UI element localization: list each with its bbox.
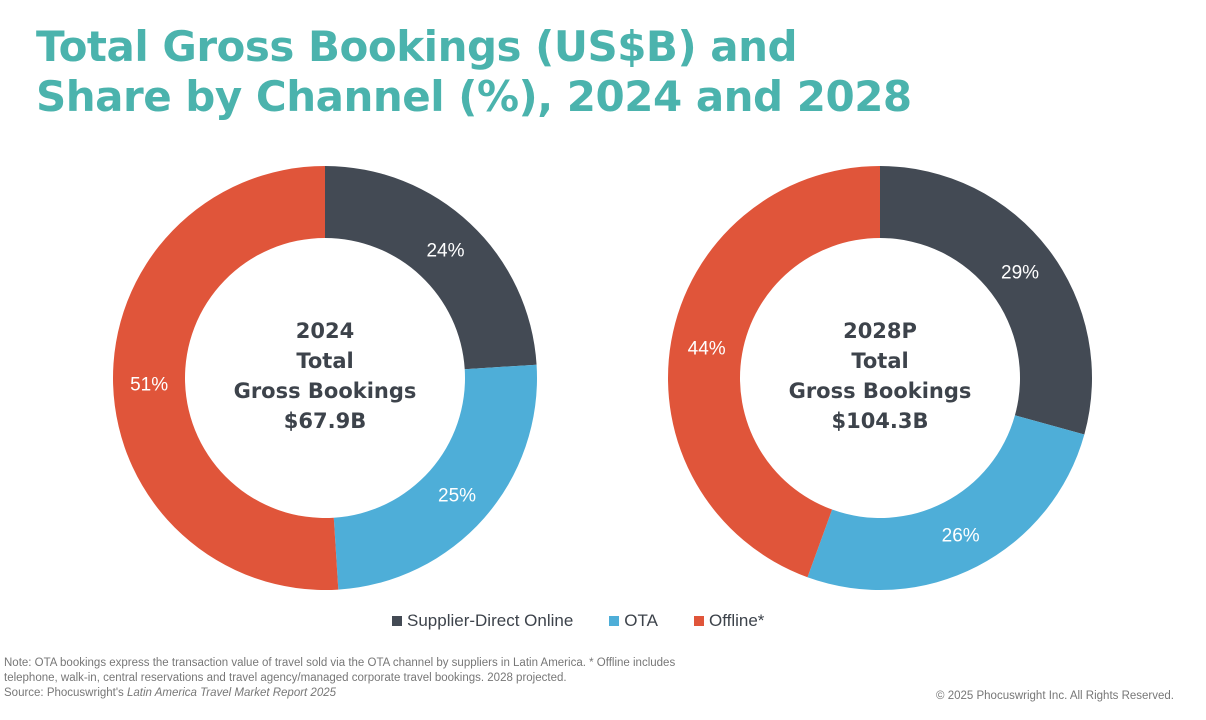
legend-swatch	[392, 616, 402, 626]
legend: Supplier-Direct Online OTA Offline*	[392, 611, 764, 631]
note-line-1: Note: OTA bookings express the transacti…	[4, 657, 676, 669]
donut-center-label: Gross Bookings	[789, 379, 972, 403]
donut-slice-offline	[667, 165, 880, 578]
donut-center-label: $67.9B	[284, 409, 366, 433]
source-line: Source: Phocuswright's Latin America Tra…	[4, 686, 864, 701]
chart-title: Total Gross Bookings (US$B) and Share by…	[36, 22, 912, 122]
donut-slice-ota	[807, 415, 1085, 590]
copyright: © 2025 Phocuswright Inc. All Rights Rese…	[936, 690, 1174, 702]
note-line-2: telephone, walk-in, central reservations…	[4, 672, 567, 684]
legend-label: Offline*	[708, 611, 765, 630]
slice-data-label: 29%	[1001, 262, 1039, 283]
donut-slice-offline	[113, 166, 339, 590]
slice-data-label: 24%	[426, 241, 464, 262]
donut-slice-supplier-direct-online	[880, 166, 1092, 435]
slice-data-label: 51%	[130, 375, 168, 396]
source-title: Latin America Travel Market Report 2025	[127, 687, 337, 699]
legend-item-ota: OTA	[609, 611, 658, 631]
footnote: Note: OTA bookings express the transacti…	[4, 656, 864, 701]
donut-center-label: Gross Bookings	[234, 379, 417, 403]
legend-swatch	[693, 616, 704, 626]
donut-center-label: Total	[296, 349, 353, 373]
legend-item-supplier-direct: Supplier-Direct Online	[392, 611, 573, 631]
legend-label: OTA	[624, 611, 658, 630]
title-line-1: Total Gross Bookings (US$B) and	[36, 22, 798, 71]
source-prefix: Source: Phocuswright's	[4, 687, 128, 699]
slice-data-label: 26%	[942, 525, 980, 546]
slice-data-label: 25%	[438, 485, 476, 506]
title-line-2: Share by Channel (%), 2024 and 2028	[36, 72, 912, 121]
legend-item-offline: Offline*	[693, 611, 765, 631]
legend-swatch	[609, 616, 620, 626]
donut-center-label: Total	[851, 349, 908, 373]
donut-center-label: 2024	[296, 319, 354, 343]
legend-label: Supplier-Direct Online	[407, 611, 574, 630]
donut-slice-ota	[333, 364, 537, 590]
donut-slice-supplier-direct-online	[325, 166, 537, 370]
donut-center-label: 2028P	[843, 319, 917, 343]
donut-center-label: $104.3B	[831, 409, 928, 433]
slice-data-label: 44%	[688, 338, 726, 359]
